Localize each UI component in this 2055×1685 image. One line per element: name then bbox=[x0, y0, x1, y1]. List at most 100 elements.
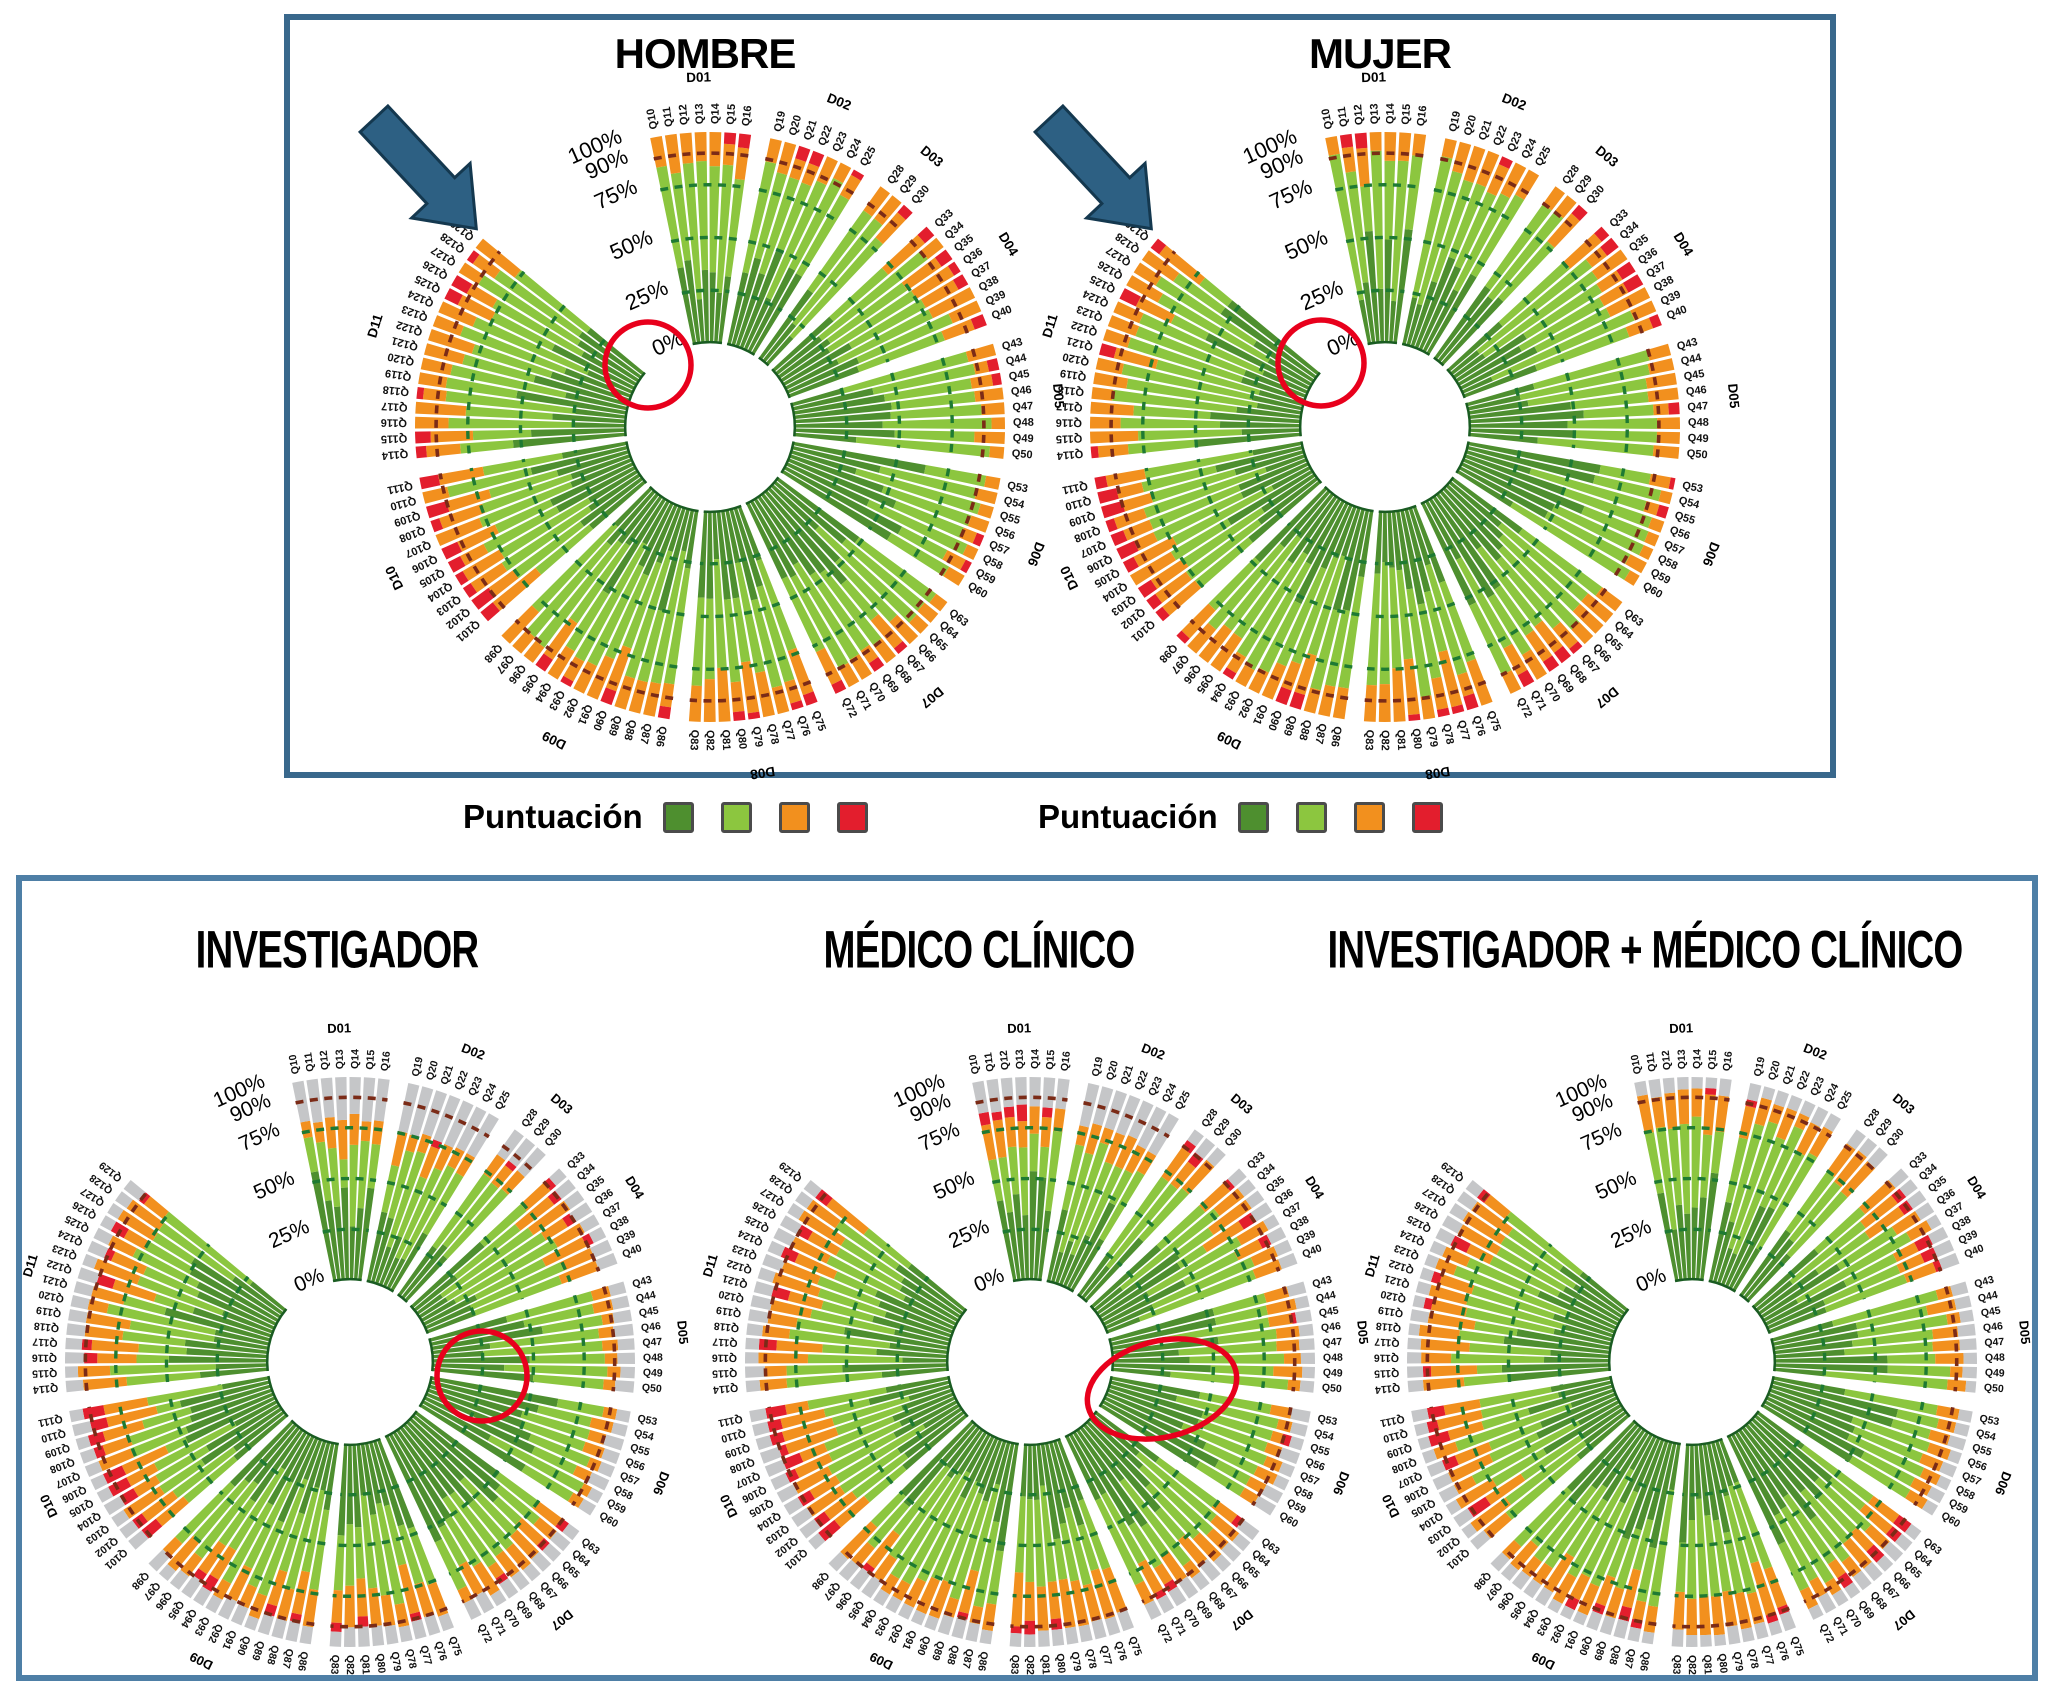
question-label: Q10 bbox=[1629, 1053, 1644, 1075]
highlight-circle-icon bbox=[434, 1328, 530, 1424]
domain-label: D07 bbox=[918, 684, 947, 711]
question-label: Q46 bbox=[640, 1320, 661, 1334]
question-label: Q110 bbox=[1382, 1427, 1409, 1445]
question-label: Q10 bbox=[645, 108, 661, 131]
domain-label: D01 bbox=[327, 1020, 351, 1036]
question-label: Q87 bbox=[960, 1648, 976, 1670]
question-label: Q49 bbox=[643, 1367, 663, 1380]
chart-title-hombre: HOMBRE bbox=[614, 30, 797, 77]
question-label: Q11 bbox=[982, 1052, 996, 1073]
axis-tick-label: 50% bbox=[1281, 224, 1331, 265]
question-label: Q14 bbox=[1691, 1049, 1703, 1069]
question-label: Q116 bbox=[1374, 1352, 1399, 1364]
domain-label: D02 bbox=[459, 1040, 487, 1063]
domain-label: D02 bbox=[1500, 90, 1529, 113]
question-label: Q81 bbox=[359, 1654, 372, 1675]
question-label: Q116 bbox=[712, 1352, 737, 1364]
question-label: Q46 bbox=[1010, 384, 1032, 398]
highlight-circle-icon bbox=[1275, 317, 1367, 409]
domain-label: D09 bbox=[1529, 1649, 1557, 1673]
score-swatch-dark-green-icon bbox=[1237, 801, 1269, 833]
question-label: Q89 bbox=[1591, 1639, 1609, 1662]
domain-label: D07 bbox=[1228, 1607, 1256, 1634]
gridlines-group bbox=[1425, 1095, 1959, 1629]
bars-group bbox=[1089, 131, 1681, 722]
question-label: Q118 bbox=[33, 1319, 59, 1334]
question-label: Q117 bbox=[381, 400, 408, 414]
question-label: Q11 bbox=[1336, 106, 1351, 128]
question-label: Q47 bbox=[1687, 400, 1709, 413]
question-label: Q111 bbox=[37, 1413, 64, 1430]
question-label: Q54 bbox=[1975, 1427, 1997, 1444]
question-label: Q50 bbox=[1011, 448, 1033, 462]
score-swatch-dark-green-icon bbox=[662, 801, 694, 833]
gridlines-group bbox=[434, 151, 986, 703]
question-label: Q55 bbox=[998, 509, 1021, 527]
domain-label: D11 bbox=[364, 312, 385, 340]
domain-label: D06 bbox=[1992, 1470, 2015, 1498]
question-label: Q50 bbox=[641, 1382, 662, 1396]
question-label: Q53 bbox=[1978, 1413, 2000, 1429]
question-label: Q81 bbox=[1394, 729, 1407, 750]
axis-tick-label: 50% bbox=[250, 1167, 298, 1205]
question-label: Q83 bbox=[328, 1654, 341, 1675]
question-label: Q114 bbox=[381, 447, 409, 461]
question-label: Q115 bbox=[32, 1367, 58, 1380]
question-label: Q82 bbox=[1379, 730, 1391, 751]
question-label: Q76 bbox=[1470, 714, 1488, 737]
chart-title-medico-clinico: MÉDICO CLÍNICO bbox=[823, 921, 1136, 980]
question-label: Q110 bbox=[1064, 494, 1092, 512]
question-label: Q119 bbox=[1377, 1304, 1404, 1320]
question-label: Q40 bbox=[1665, 303, 1689, 322]
question-label: Q114 bbox=[1374, 1382, 1400, 1396]
question-label: Q110 bbox=[389, 494, 417, 512]
question-label: Q78 bbox=[1440, 723, 1456, 746]
question-label: Q118 bbox=[713, 1319, 739, 1334]
question-label: Q14 bbox=[1385, 102, 1397, 124]
chart-title-investigador: INVESTIGADOR bbox=[195, 921, 480, 980]
domain-label: D03 bbox=[918, 143, 947, 171]
question-label: Q114 bbox=[712, 1382, 738, 1396]
question-label: Q79 bbox=[388, 1651, 403, 1673]
question-label: Q47 bbox=[1984, 1336, 2005, 1349]
question-label: Q114 bbox=[32, 1382, 58, 1396]
question-label: Q87 bbox=[280, 1648, 296, 1670]
score-swatch-red-icon bbox=[1411, 801, 1443, 833]
question-label: Q43 bbox=[1311, 1274, 1333, 1291]
question-label: Q49 bbox=[1688, 432, 1709, 445]
question-label: Q86 bbox=[295, 1650, 310, 1672]
domain-label: D03 bbox=[1228, 1090, 1256, 1117]
domain-label: D01 bbox=[1669, 1020, 1693, 1036]
hombre-radial-chart: Q10 Q11 Q12 Q13 Q14 Q15 Q16D01Q19Q20Q21Q22Q23Q… bbox=[357, 69, 1067, 782]
domain-label: D05 bbox=[1725, 383, 1742, 409]
question-label: Q11 bbox=[1644, 1052, 1658, 1073]
question-label: Q80 bbox=[1716, 1653, 1730, 1674]
axis-tick-label: 50% bbox=[930, 1167, 978, 1205]
domain-label: D05 bbox=[1050, 383, 1067, 409]
question-label: Q78 bbox=[765, 723, 781, 746]
axis-tick-label: 0% bbox=[1633, 1264, 1670, 1297]
question-label: Q13 bbox=[1014, 1049, 1027, 1069]
question-label: Q45 bbox=[1683, 368, 1705, 383]
question-label: Q119 bbox=[715, 1304, 742, 1320]
question-label: Q16 bbox=[1059, 1050, 1073, 1071]
question-label: Q88 bbox=[1296, 718, 1313, 741]
question-label: Q45 bbox=[638, 1304, 660, 1319]
question-label: Q77 bbox=[1455, 719, 1472, 742]
question-label: Q86 bbox=[1328, 725, 1343, 747]
question-label: Q82 bbox=[704, 730, 716, 751]
question-label: Q89 bbox=[1281, 714, 1299, 737]
bottom-panel-border bbox=[16, 875, 2038, 1681]
question-label: Q15 bbox=[364, 1049, 377, 1070]
question-label: Q55 bbox=[1971, 1441, 1994, 1458]
question-label: Q43 bbox=[1676, 336, 1699, 353]
question-label: Q10 bbox=[1320, 108, 1336, 131]
question-label: Q76 bbox=[1774, 1640, 1791, 1663]
domain-label: D10 bbox=[1057, 563, 1081, 592]
question-label: Q12 bbox=[998, 1050, 1012, 1071]
question-label: Q82 bbox=[344, 1655, 356, 1675]
question-label: Q77 bbox=[1760, 1644, 1777, 1666]
question-label: Q47 bbox=[1322, 1336, 1343, 1349]
mujer-radial-chart: Q10 Q11 Q12 Q13 Q14 Q15 Q16D01Q19Q20Q21Q22Q23Q… bbox=[1032, 69, 1742, 782]
